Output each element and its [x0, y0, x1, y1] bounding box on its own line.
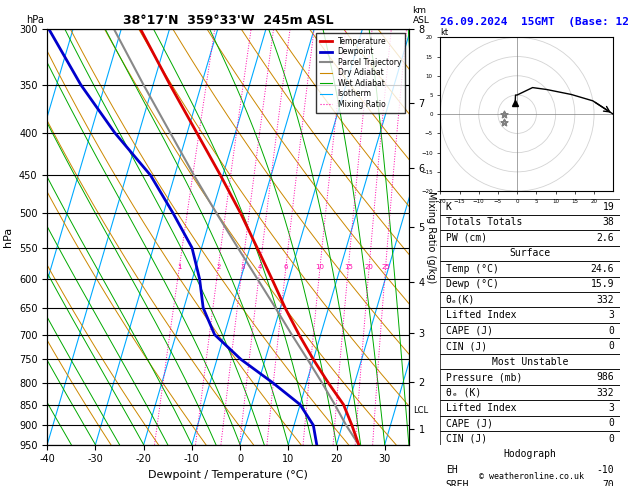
Text: CAPE (J): CAPE (J)	[446, 418, 493, 429]
Text: Hodograph: Hodograph	[503, 450, 557, 459]
Text: 19: 19	[603, 202, 614, 212]
Bar	[440, 478, 620, 486]
Text: 10: 10	[316, 264, 325, 270]
X-axis label: Dewpoint / Temperature (°C): Dewpoint / Temperature (°C)	[148, 470, 308, 480]
Bar	[440, 400, 620, 416]
Bar	[440, 462, 620, 478]
Bar	[440, 338, 620, 354]
Text: 1: 1	[177, 264, 182, 270]
Text: Surface: Surface	[509, 248, 550, 259]
Bar	[440, 308, 620, 323]
Text: 6: 6	[284, 264, 288, 270]
Text: 0: 0	[608, 434, 614, 444]
Title: 38°17'N  359°33'W  245m ASL: 38°17'N 359°33'W 245m ASL	[123, 14, 333, 27]
Text: 24.6: 24.6	[591, 264, 614, 274]
Legend: Temperature, Dewpoint, Parcel Trajectory, Dry Adiabat, Wet Adiabat, Isotherm, Mi: Temperature, Dewpoint, Parcel Trajectory…	[316, 33, 405, 113]
Text: θₑ(K): θₑ(K)	[446, 295, 475, 305]
Bar	[440, 369, 620, 385]
Text: 2: 2	[216, 264, 221, 270]
Text: θₑ (K): θₑ (K)	[446, 387, 481, 398]
Text: Lifted Index: Lifted Index	[446, 403, 516, 413]
Text: © weatheronline.co.uk: © weatheronline.co.uk	[479, 472, 584, 481]
Text: 70: 70	[603, 480, 614, 486]
Text: 0: 0	[608, 418, 614, 429]
Text: PW (cm): PW (cm)	[446, 233, 487, 243]
Text: hPa: hPa	[26, 15, 43, 25]
Text: 3: 3	[608, 403, 614, 413]
Text: CIN (J): CIN (J)	[446, 434, 487, 444]
Bar	[440, 277, 620, 292]
Text: 25: 25	[381, 264, 390, 270]
Text: SREH: SREH	[446, 480, 469, 486]
Text: kt: kt	[440, 28, 448, 36]
Bar	[440, 215, 620, 230]
Text: Temp (°C): Temp (°C)	[446, 264, 499, 274]
Bar	[440, 354, 620, 369]
Text: Lifted Index: Lifted Index	[446, 310, 516, 320]
Text: 4: 4	[258, 264, 262, 270]
Bar	[440, 261, 620, 277]
Text: 20: 20	[365, 264, 374, 270]
Bar	[440, 245, 620, 261]
Y-axis label: Mixing Ratio (g/kg): Mixing Ratio (g/kg)	[426, 191, 436, 283]
Text: 332: 332	[596, 387, 614, 398]
Text: 0: 0	[608, 341, 614, 351]
Text: 26.09.2024  15GMT  (Base: 12): 26.09.2024 15GMT (Base: 12)	[440, 17, 629, 27]
Bar	[440, 385, 620, 400]
Text: 3: 3	[608, 310, 614, 320]
Bar	[440, 323, 620, 338]
Bar	[440, 447, 620, 462]
Text: 3: 3	[240, 264, 245, 270]
Text: Dewp (°C): Dewp (°C)	[446, 279, 499, 289]
Y-axis label: hPa: hPa	[3, 227, 13, 247]
Text: 15.9: 15.9	[591, 279, 614, 289]
Text: km
ASL: km ASL	[413, 6, 430, 25]
Text: Totals Totals: Totals Totals	[446, 217, 522, 227]
Bar	[440, 230, 620, 245]
Text: LCL: LCL	[413, 406, 428, 416]
Text: CAPE (J): CAPE (J)	[446, 326, 493, 336]
Text: K: K	[446, 202, 452, 212]
Bar	[440, 416, 620, 431]
Text: Most Unstable: Most Unstable	[492, 357, 568, 366]
Text: 986: 986	[596, 372, 614, 382]
Bar	[440, 199, 620, 215]
Text: 38: 38	[603, 217, 614, 227]
Text: CIN (J): CIN (J)	[446, 341, 487, 351]
Bar	[440, 292, 620, 308]
Text: 0: 0	[608, 326, 614, 336]
Text: 332: 332	[596, 295, 614, 305]
Text: 2.6: 2.6	[596, 233, 614, 243]
Text: Pressure (mb): Pressure (mb)	[446, 372, 522, 382]
Text: -10: -10	[596, 465, 614, 475]
Text: EH: EH	[446, 465, 457, 475]
Text: 15: 15	[344, 264, 353, 270]
Bar	[440, 431, 620, 447]
